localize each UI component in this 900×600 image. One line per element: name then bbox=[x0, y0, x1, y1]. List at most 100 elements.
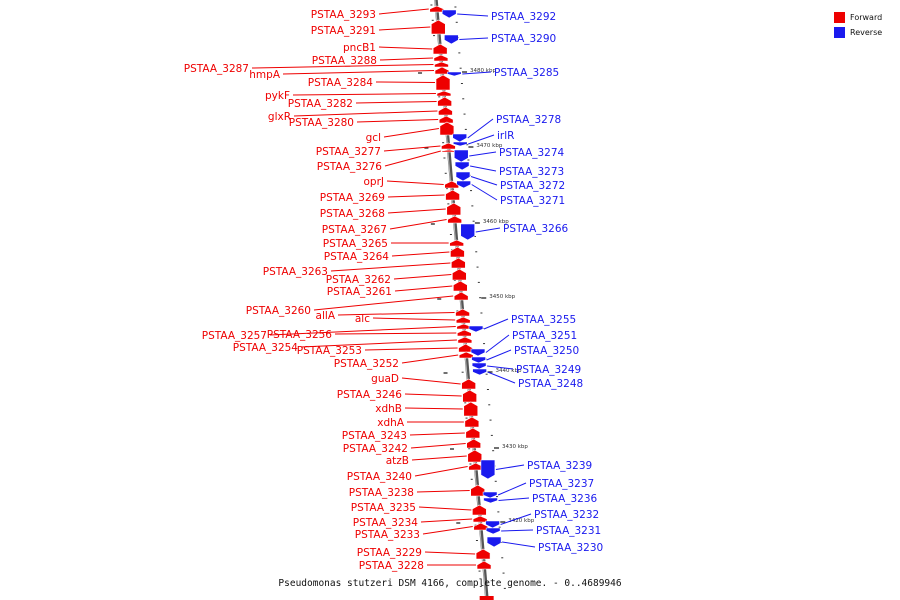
forward-label-leader bbox=[355, 101, 437, 104]
forward-gene bbox=[466, 438, 481, 449]
forward-gene bbox=[447, 215, 462, 224]
forward-label-leader bbox=[330, 262, 451, 272]
reverse-label-leader bbox=[486, 349, 512, 361]
reverse-gene bbox=[483, 497, 498, 504]
forward-gene-label: PSTAA_3282 bbox=[288, 98, 353, 110]
tick-label: 3420 kbp bbox=[508, 518, 534, 524]
forward-gene bbox=[468, 462, 483, 471]
reverse-gene-label: PSTAA_3273 bbox=[499, 166, 564, 178]
forward-gene bbox=[446, 202, 462, 216]
forward-gene bbox=[457, 329, 472, 337]
forward-gene bbox=[434, 66, 450, 75]
forward-gene bbox=[444, 180, 459, 189]
forward-gene-label: PSTAA_3277 bbox=[316, 146, 381, 158]
forward-label-leader bbox=[411, 455, 467, 461]
forward-gene-label: PSTAA_3268 bbox=[320, 208, 385, 220]
reverse-label-leader bbox=[495, 464, 525, 470]
reverse-gene-label: PSTAA_3232 bbox=[534, 509, 599, 521]
forward-gene bbox=[450, 246, 465, 258]
forward-label-leader bbox=[401, 377, 461, 385]
forward-gene-label: PSTAA_3252 bbox=[334, 358, 399, 370]
forward-gene-label: PSTAA_3280 bbox=[289, 117, 354, 129]
forward-gene-label: PSTAA_3240 bbox=[347, 471, 412, 483]
forward-gene bbox=[473, 522, 489, 531]
forward-gene-label: pncB1 bbox=[343, 42, 376, 54]
forward-label-leader bbox=[422, 526, 473, 535]
legend: Forward Reverse bbox=[834, 10, 892, 40]
forward-gene-label: PSTAA_3246 bbox=[337, 389, 403, 401]
forward-label-leader bbox=[393, 274, 452, 280]
reverse-gene bbox=[455, 171, 471, 182]
forward-gene bbox=[470, 484, 485, 497]
forward-gene-label: PSTAA_3254 bbox=[233, 342, 299, 354]
legend-item-forward: Forward bbox=[834, 10, 892, 25]
forward-gene-label: PSTAA_3261 bbox=[327, 286, 392, 298]
reverse-gene-label: PSTAA_3239 bbox=[527, 460, 592, 472]
forward-label-leader bbox=[394, 285, 453, 292]
forward-gene bbox=[438, 115, 454, 124]
legend-label-reverse: Reverse bbox=[850, 28, 883, 37]
reverse-label-leader bbox=[483, 318, 509, 330]
forward-label-leader bbox=[292, 93, 436, 96]
forward-gene bbox=[451, 257, 466, 269]
reverse-gene bbox=[486, 536, 502, 548]
forward-label-leader bbox=[251, 64, 434, 69]
forward-gene bbox=[455, 308, 470, 317]
forward-gene bbox=[458, 343, 473, 353]
legend-label-forward: Forward bbox=[850, 13, 883, 22]
forward-gene-label: guaD bbox=[371, 373, 399, 385]
forward-label-leader bbox=[334, 332, 457, 335]
forward-gene bbox=[455, 316, 471, 324]
forward-gene-label: PSTAA_3238 bbox=[349, 487, 414, 499]
forward-gene-label: PSTAA_3260 bbox=[246, 305, 311, 317]
forward-gene-label: pykF bbox=[265, 90, 290, 102]
forward-gene-label: PSTAA_3233 bbox=[355, 529, 420, 541]
forward-gene-label: PSTAA_3291 bbox=[311, 25, 376, 37]
reverse-label-leader bbox=[471, 184, 498, 201]
reverse-label-leader bbox=[485, 334, 510, 353]
forward-gene-label: alc bbox=[355, 313, 370, 325]
forward-gene-label: PSTAA_3263 bbox=[263, 266, 328, 278]
forward-label-leader bbox=[269, 326, 456, 336]
reverse-gene bbox=[454, 161, 470, 171]
forward-gene bbox=[435, 74, 451, 91]
reverse-label-leader bbox=[497, 482, 527, 496]
reverse-gene bbox=[441, 9, 457, 19]
forward-gene-label: PSTAA_3256 bbox=[267, 329, 333, 341]
forward-label-leader bbox=[282, 70, 435, 75]
forward-label-leader bbox=[414, 466, 468, 477]
forward-label-leader bbox=[404, 393, 462, 397]
forward-label-leader bbox=[313, 295, 454, 311]
forward-gene bbox=[438, 106, 453, 116]
tick-label: 3440 kbp bbox=[496, 368, 522, 374]
forward-label-leader bbox=[389, 219, 447, 230]
reverse-gene-label: PSTAA_3274 bbox=[499, 147, 565, 159]
forward-gene bbox=[434, 61, 449, 68]
forward-gene-label: PSTAA_3253 bbox=[297, 345, 362, 357]
reverse-gene bbox=[470, 348, 486, 357]
forward-gene bbox=[458, 351, 474, 359]
forward-gene bbox=[453, 291, 469, 301]
reverse-label-leader bbox=[459, 37, 489, 40]
forward-label-leader bbox=[418, 506, 472, 511]
forward-label-leader bbox=[384, 150, 441, 167]
forward-gene bbox=[462, 389, 477, 403]
reverse-gene bbox=[460, 223, 476, 241]
forward-gene bbox=[441, 142, 456, 150]
reverse-label-leader bbox=[501, 529, 534, 532]
forward-gene bbox=[430, 19, 446, 35]
tick-label: 3470 kbp bbox=[476, 143, 502, 149]
reverse-gene bbox=[485, 527, 501, 535]
forward-label-leader bbox=[386, 180, 444, 185]
forward-gene-label: gcl bbox=[366, 132, 381, 144]
forward-label-leader bbox=[383, 128, 439, 138]
forward-gene-label: PSTAA_3267 bbox=[322, 224, 387, 236]
forward-label-leader bbox=[300, 339, 457, 348]
forward-gene bbox=[472, 515, 488, 523]
forward-gene bbox=[465, 427, 481, 439]
forward-gene-label: PSTAA_3264 bbox=[324, 251, 390, 263]
forward-gene-label: glxR bbox=[268, 111, 291, 123]
forward-gene bbox=[441, 149, 457, 153]
forward-gene bbox=[433, 54, 449, 62]
